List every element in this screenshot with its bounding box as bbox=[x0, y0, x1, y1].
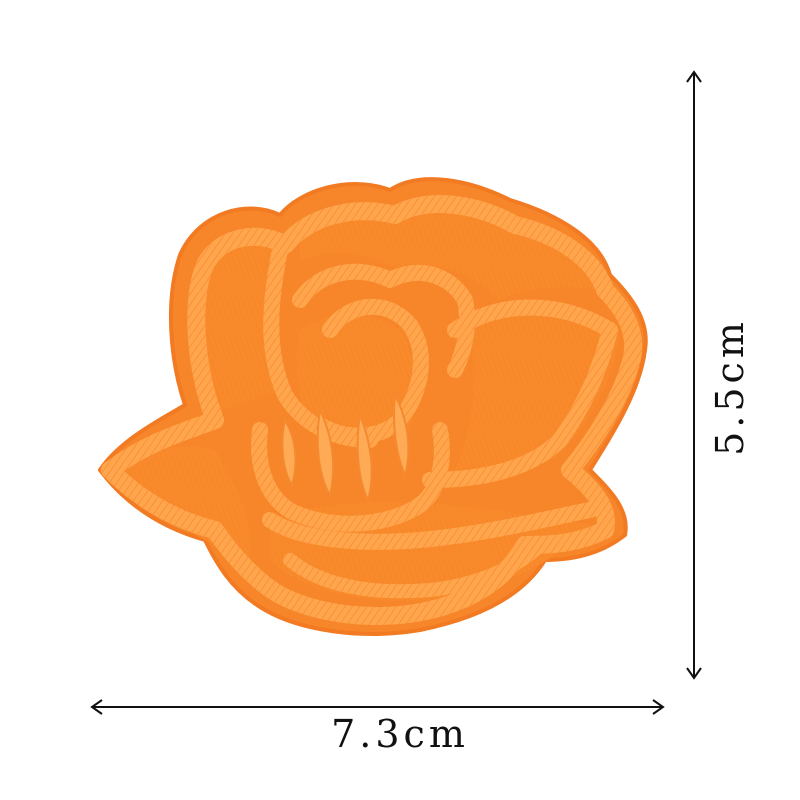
height-arrow-top bbox=[686, 70, 702, 83]
stitch-front-petal bbox=[262, 502, 598, 550]
petal-center bbox=[297, 315, 417, 437]
height-label: 5.5cm bbox=[708, 318, 752, 456]
ridge-1 bbox=[281, 417, 297, 488]
stitch-outer-rim bbox=[101, 195, 643, 479]
petal-back bbox=[197, 244, 285, 420]
ridge-3 bbox=[356, 411, 373, 503]
stitch-front-lower bbox=[283, 538, 547, 599]
stitch-right-petal bbox=[422, 299, 618, 488]
stitch-center-cup bbox=[251, 422, 450, 532]
petal-right bbox=[450, 307, 620, 480]
width-label: 7.3cm bbox=[331, 712, 469, 756]
height-arrow-bottom bbox=[686, 667, 702, 680]
ridge-4 bbox=[393, 391, 410, 478]
width-arrow-right bbox=[652, 699, 665, 715]
stitch-bottom-rim bbox=[101, 461, 615, 625]
ridge-2 bbox=[316, 406, 335, 498]
width-arrow-left bbox=[90, 699, 103, 715]
stitch-inner-top bbox=[292, 263, 475, 378]
